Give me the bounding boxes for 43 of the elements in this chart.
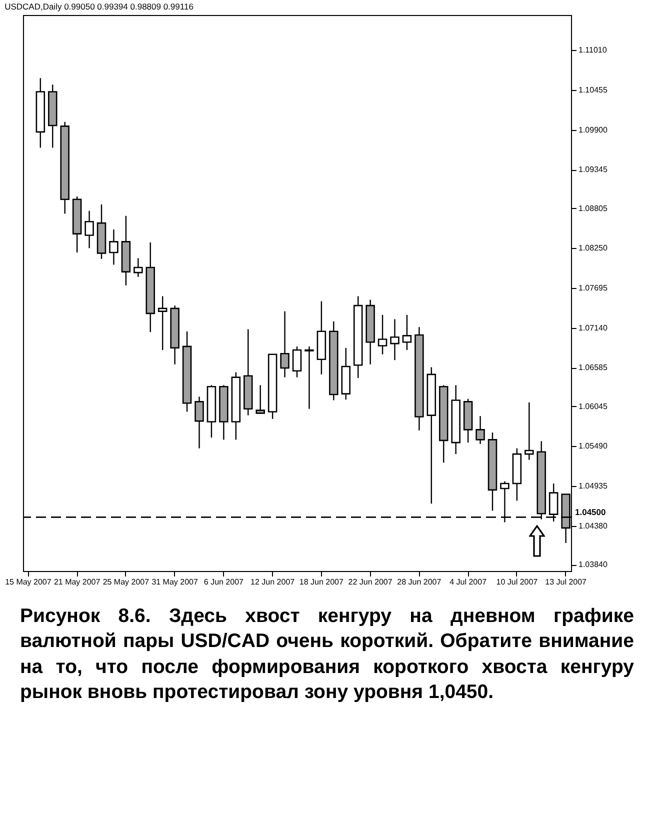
x-tick-label: 12 Jun 2007 [250,578,296,586]
candlestick [292,346,302,378]
candlestick [378,314,388,355]
x-tick-label: 13 Jul 2007 [545,578,588,586]
y-tick-label: 1.03840 [578,560,608,570]
candlestick [256,384,265,414]
x-tick-label: 22 Jun 2007 [348,578,393,586]
x-tick-label: 25 May 2007 [102,578,150,586]
x-tick-label: 18 Jun 2007 [299,578,344,586]
candlestick [280,310,290,378]
x-tick-label: 15 May 2007 [5,578,52,586]
candlestick [304,346,314,410]
candlestick [402,314,412,351]
text: Рисунок 8.6. Здесь хвост кенгуру на дневном графике валютной пары USD/CAD очень короткий. Обратите внимание на то, что после формирования короткого хвоста кенгуру рынок вновь протестировал зону уровня 1,0450. [20,604,634,706]
chart-title: USDCAD,Daily 0.99050 0.99394 0.98809 0.99116 [4,2,194,12]
y-tick-label: 1.11010 [578,46,608,55]
y-tick-label: 1.04380 [578,521,608,530]
y-tick-label: 1.08250 [578,244,608,253]
y-tick-label: 1.10455 [578,85,608,94]
y-tick-label: 1.04935 [578,481,608,490]
candlestick [390,318,400,361]
candlestick [158,296,168,351]
y-tick-label: 1.07695 [578,283,608,292]
y-tick-label: 1.06045 [578,402,608,411]
x-tick-label: 28 Jun 2007 [397,578,442,586]
y-tick-label: 1.09345 [578,165,608,174]
candlestick [109,228,118,266]
y-tick-label: 1.07140 [578,323,608,332]
y-tick-label: 1.05490 [578,442,608,451]
x-tick-label: 31 May 2007 [152,578,198,586]
candlestick [194,396,204,449]
x-tick-label: 4 Jul 2007 [450,578,488,586]
x-tick-label: 6 Jun 2007 [204,578,244,586]
candlestick [84,210,94,249]
y-tick-label: 1.09900 [578,125,608,134]
x-tick-label: 21 May 2007 [54,578,101,586]
candlestick [476,415,485,445]
x-tick-label: 10 Jul 2007 [496,578,538,586]
ref-line-label: 1.04500 [575,507,606,518]
candlestick [134,258,143,278]
candlestick [524,402,534,460]
y-tick-label: 1.08805 [578,204,608,213]
y-tick-label: 1.06585 [578,363,608,372]
